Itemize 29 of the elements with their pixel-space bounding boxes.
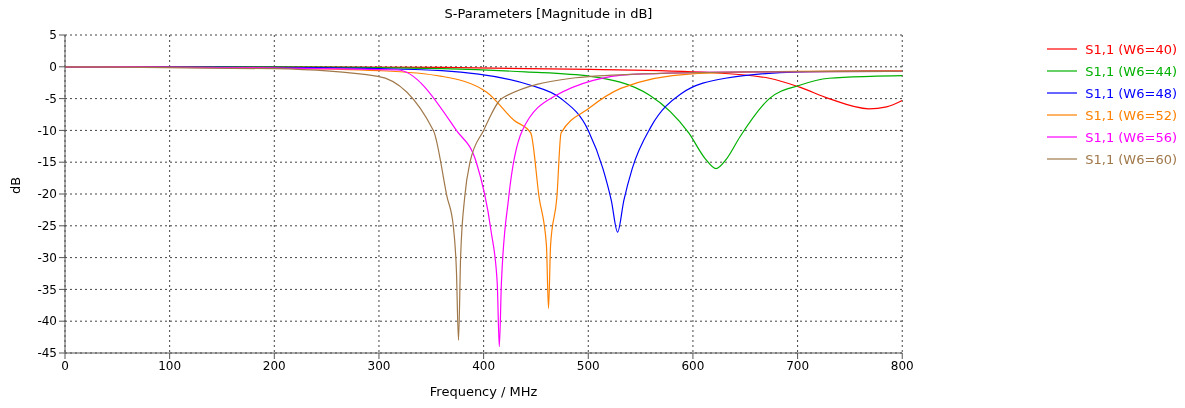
- x-tick-label: 700: [786, 358, 810, 373]
- x-axis-title: Frequency / MHz: [429, 384, 538, 399]
- legend-label: S1,1 (W6=52): [1085, 107, 1177, 123]
- y-tick-label: -35: [37, 282, 57, 297]
- x-tick-label: 100: [158, 358, 182, 373]
- y-tick-label: -40: [37, 314, 57, 329]
- legend-label: S1,1 (W6=60): [1085, 151, 1177, 167]
- x-tick-label: 0: [61, 358, 69, 373]
- y-tick-label: 0: [49, 60, 57, 75]
- legend-label: S1,1 (W6=56): [1085, 129, 1177, 145]
- legend-label: S1,1 (W6=40): [1085, 41, 1177, 57]
- legend-label: S1,1 (W6=48): [1085, 85, 1177, 101]
- x-tick-label: 200: [262, 358, 286, 373]
- y-tick-label: -20: [37, 187, 57, 202]
- x-tick-label: 300: [367, 358, 391, 373]
- x-tick-label: 600: [681, 358, 705, 373]
- x-tick-label: 800: [890, 358, 914, 373]
- y-tick-label: -45: [37, 346, 57, 361]
- y-tick-label: -5: [45, 91, 57, 106]
- y-tick-label: -30: [37, 250, 57, 265]
- x-tick-label: 400: [472, 358, 496, 373]
- y-axis-title: dB: [7, 176, 23, 194]
- y-tick-label: 5: [49, 28, 57, 43]
- y-tick-label: -15: [37, 155, 57, 170]
- y-tick-label: -10: [37, 123, 57, 138]
- chart-title: S-Parameters [Magnitude in dB]: [443, 6, 654, 21]
- legend-label: S1,1 (W6=44): [1085, 63, 1177, 79]
- x-tick-label: 500: [576, 358, 600, 373]
- y-tick-label: -25: [37, 219, 57, 234]
